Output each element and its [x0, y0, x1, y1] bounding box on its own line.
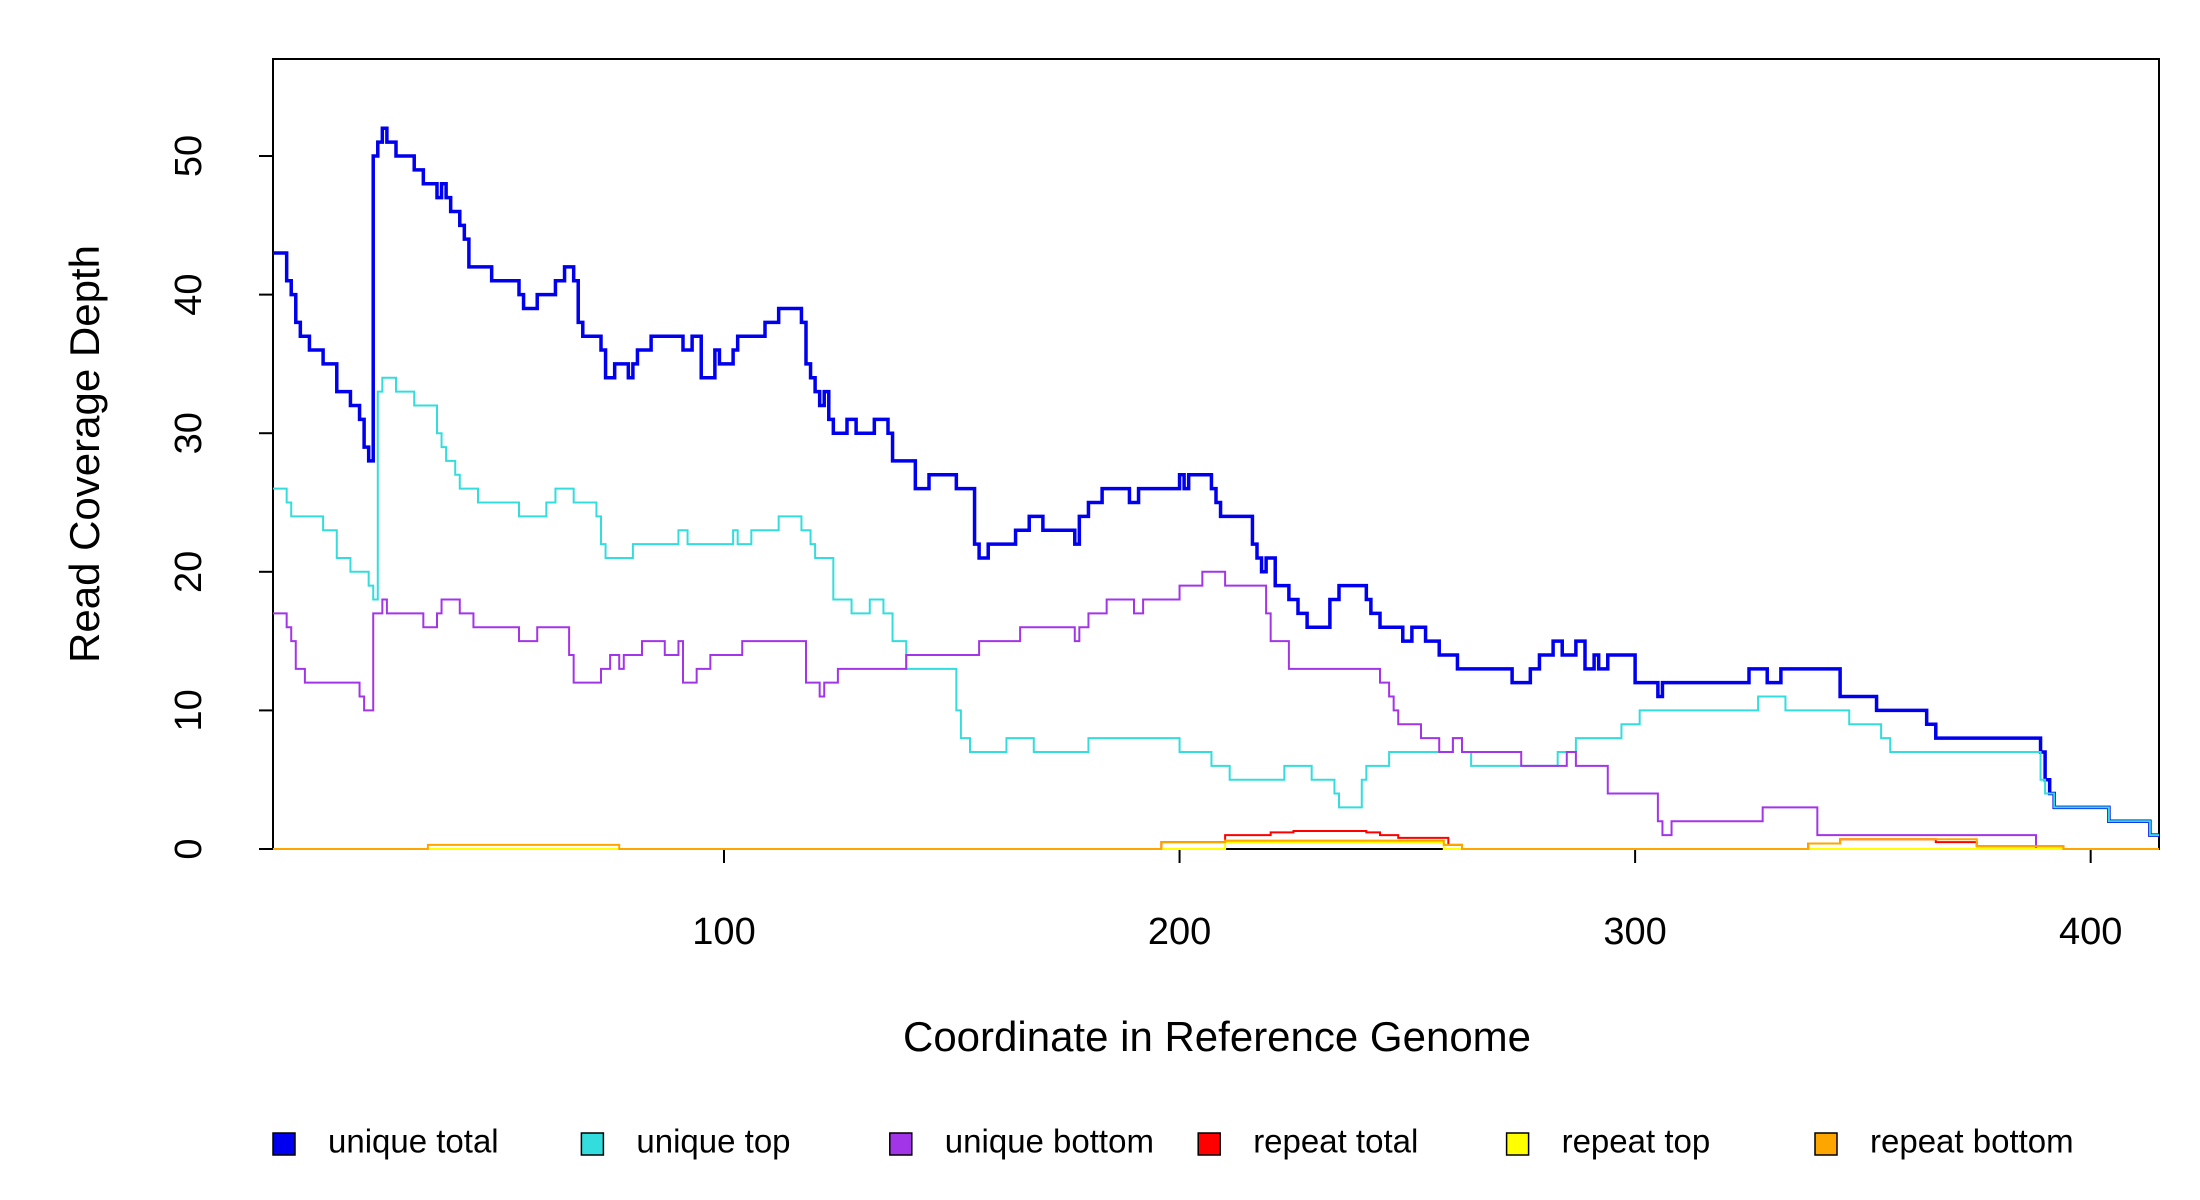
- legend-swatch: [1197, 1132, 1221, 1156]
- legend-label: repeat total: [1253, 1123, 1418, 1160]
- legend-swatch: [889, 1132, 913, 1156]
- x-tick-label: 300: [1603, 911, 1666, 953]
- x-tick-label: 100: [692, 911, 755, 953]
- y-tick-label: 10: [168, 689, 210, 731]
- coverage-line: [273, 570, 2159, 850]
- x-tick-label: 200: [1148, 911, 1211, 953]
- legend-swatch: [580, 1132, 605, 1156]
- coverage-line: [273, 829, 2159, 850]
- y-axis-title: Read Coverage Depth: [61, 245, 108, 663]
- coverage-line: [273, 838, 2159, 850]
- legend-label: repeat bottom: [1870, 1123, 2074, 1160]
- y-tick-label: 40: [168, 273, 210, 315]
- legend-label: unique top: [636, 1123, 790, 1160]
- legend-label: repeat top: [1562, 1123, 1711, 1160]
- coverage-line: [273, 126, 2159, 837]
- legend-swatch: [1814, 1132, 1838, 1156]
- y-tick-label: 0: [168, 838, 210, 859]
- plot-frame: [272, 58, 2160, 850]
- x-tick-label: 400: [2059, 911, 2122, 953]
- x-axis-title: Coordinate in Reference Genome: [903, 1013, 1531, 1060]
- legend-label: unique total: [328, 1123, 499, 1160]
- y-tick-label: 50: [168, 135, 210, 177]
- legend-label: unique bottom: [945, 1123, 1154, 1160]
- legend-swatch: [1505, 1132, 1530, 1156]
- legend-swatch: [272, 1132, 296, 1156]
- coverage-line: [273, 376, 2159, 837]
- y-tick-label: 20: [168, 551, 210, 593]
- y-tick-label: 30: [168, 412, 210, 454]
